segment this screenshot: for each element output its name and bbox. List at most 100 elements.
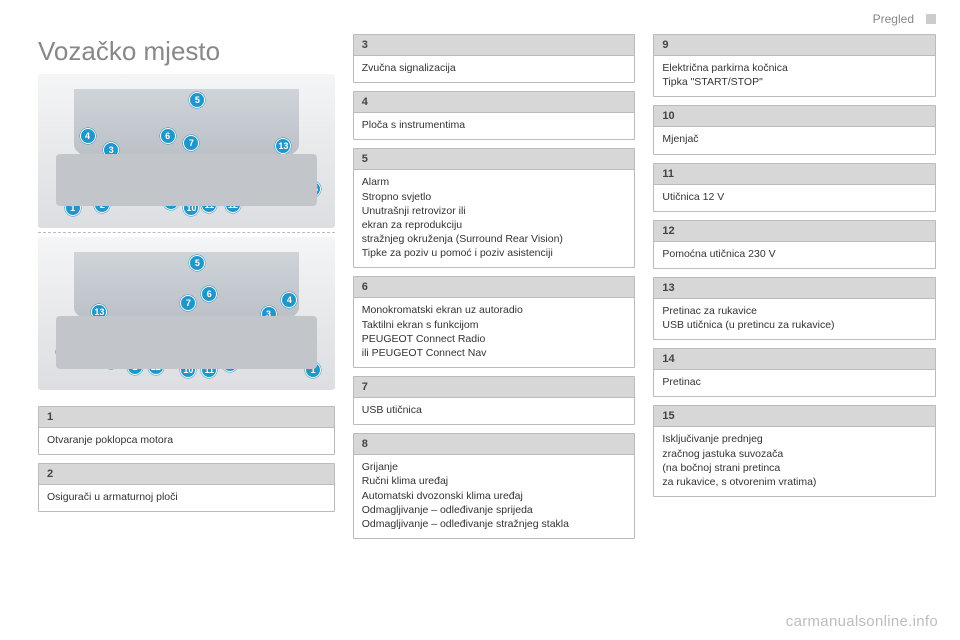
bottom-marker-12: 12	[148, 359, 164, 375]
bottom-marker-11: 11	[201, 362, 217, 378]
info-box-6: 6Monokromatski ekran uz autoradioTaktiln…	[353, 276, 636, 368]
info-line: Pretinac za rukavice	[662, 304, 927, 318]
bottom-marker-13: 13	[91, 304, 107, 320]
info-box-number: 10	[654, 106, 935, 127]
bottom-marker-5: 5	[189, 255, 205, 271]
info-box-9: 9Električna parkirna kočnicaTipka "START…	[653, 34, 936, 97]
info-line: PEUGEOT Connect Radio	[362, 332, 627, 346]
info-line: Pretinac	[662, 375, 927, 389]
info-box-12: 12 Pomoćna utičnica 230 V	[653, 220, 936, 269]
bottom-marker-8: 8	[180, 319, 196, 335]
info-box-body: Pretinac za rukaviceUSB utičnica (u pret…	[654, 299, 935, 339]
info-box-body: Isključivanje prednjegzračnog jastuka su…	[654, 427, 935, 496]
dashboard-illustrations: 546371381291011121415 567134381514212101…	[38, 74, 335, 390]
bottom-marker-3: 3	[261, 306, 277, 322]
top-marker-3: 3	[103, 142, 119, 158]
top-marker-11: 11	[201, 197, 217, 213]
info-box-body: GrijanjeRučni klima uređajAutomatski dvo…	[354, 455, 635, 538]
info-line: Unutrašnji retrovizor ili	[362, 204, 627, 218]
top-marker-5: 5	[189, 92, 205, 108]
bottom-marker-4: 4	[281, 292, 297, 308]
top-marker-1: 1	[65, 200, 81, 216]
info-box-body: Pretinac	[654, 370, 935, 396]
info-box-body: Zvučna signalizacija	[354, 56, 635, 82]
info-line: Otvaranje poklopca motora	[47, 433, 326, 447]
info-box-number: 12	[654, 221, 935, 242]
info-box-number: 6	[354, 277, 635, 298]
info-box-7: 7USB utičnica	[353, 376, 636, 425]
info-line: Mjenjač	[662, 132, 927, 146]
footer-watermark: carmanualsonline.info	[786, 613, 938, 630]
info-line: Stropno svjetlo	[362, 190, 627, 204]
info-line: Tipka "START/STOP"	[662, 75, 927, 89]
info-box-body: Pomoćna utičnica 230 V	[654, 242, 935, 268]
content-columns: 546371381291011121415 567134381514212101…	[38, 34, 936, 539]
illustration-divider	[38, 232, 335, 233]
column-left: 546371381291011121415 567134381514212101…	[38, 34, 335, 539]
column-right: 9Električna parkirna kočnicaTipka "START…	[653, 34, 936, 539]
info-line: USB utičnica (u pretincu za rukavice)	[662, 318, 927, 332]
top-marker-12: 12	[225, 197, 241, 213]
top-marker-4: 4	[80, 128, 96, 144]
info-box-15: 15Isključivanje prednjegzračnog jastuka …	[653, 405, 936, 497]
column-middle: 3Zvučna signalizacija 4Ploča s instrument…	[353, 34, 636, 539]
page-header: Pregled	[873, 12, 936, 26]
info-box-body: Utičnica 12 V	[654, 185, 935, 211]
info-line: Odmagljivanje – odleđivanje sprijeda	[362, 503, 627, 517]
info-box-body: USB utičnica	[354, 398, 635, 424]
info-line: Električna parkirna kočnica	[662, 61, 927, 75]
info-line: Isključivanje prednjeg	[662, 432, 927, 446]
bottom-marker-14: 14	[103, 353, 119, 369]
info-box-number: 14	[654, 349, 935, 370]
top-marker-14: 14	[281, 188, 297, 204]
info-box-number: 2	[39, 464, 334, 485]
info-line: Zvučna signalizacija	[362, 61, 627, 75]
dashboard-top-illustration: 546371381291011121415	[38, 74, 335, 228]
info-box-13: 13Pretinac za rukaviceUSB utičnica (u pr…	[653, 277, 936, 340]
info-box-number: 11	[654, 164, 935, 185]
info-box-10: 10 Mjenjač	[653, 105, 936, 154]
info-box-number: 8	[354, 434, 635, 455]
info-box-body: AlarmStropno svjetloUnutrašnji retrovizo…	[354, 170, 635, 267]
info-box-body: Osigurači u armaturnoj ploči	[39, 485, 334, 511]
info-line: za rukavice, s otvorenim vratima)	[662, 475, 927, 489]
bottom-marker-7: 7	[180, 295, 196, 311]
info-line: Monokromatski ekran uz autoradio	[362, 303, 627, 317]
info-box-2: 2 Osigurači u armaturnoj ploči	[38, 463, 335, 512]
info-box-body: Ploča s instrumentima	[354, 113, 635, 139]
info-line: Tipke za poziv u pomoć i poziv asistenci…	[362, 246, 627, 260]
info-line: Grijanje	[362, 460, 627, 474]
info-box-body: Mjenjač	[654, 127, 935, 153]
info-box-number: 7	[354, 377, 635, 398]
section-label: Pregled	[873, 12, 914, 26]
info-line: stražnjeg okruženja (Surround Rear Visio…	[362, 232, 627, 246]
info-line: Ručni klima uređaj	[362, 474, 627, 488]
info-line: ekran za reprodukciju	[362, 218, 627, 232]
info-box-number: 9	[654, 35, 935, 56]
bottom-marker-6: 6	[201, 286, 217, 302]
top-marker-15: 15	[305, 181, 321, 197]
top-marker-9: 9	[163, 194, 179, 210]
info-box-number: 13	[654, 278, 935, 299]
top-marker-8: 8	[130, 157, 146, 173]
info-box-3: 3Zvučna signalizacija	[353, 34, 636, 83]
info-line: Utičnica 12 V	[662, 190, 927, 204]
info-box-4: 4Ploča s instrumentima	[353, 91, 636, 140]
info-line: Alarm	[362, 175, 627, 189]
info-line: (na bočnoj strani pretinca	[662, 461, 927, 475]
bottom-marker-1: 1	[305, 362, 321, 378]
header-square-icon	[926, 14, 936, 24]
info-line: Osigurači u armaturnoj ploči	[47, 490, 326, 504]
bottom-marker-15: 15	[56, 344, 72, 360]
info-line: Taktilni ekran s funkcijom	[362, 318, 627, 332]
bottom-marker-10: 10	[180, 362, 196, 378]
info-box-number: 5	[354, 149, 635, 170]
dashboard-bottom-illustration: 567134381514212101191	[38, 237, 335, 391]
info-line: Ploča s instrumentima	[362, 118, 627, 132]
info-line: ili PEUGEOT Connect Nav	[362, 346, 627, 360]
top-marker-10: 10	[183, 200, 199, 216]
info-box-body: Električna parkirna kočnicaTipka "START/…	[654, 56, 935, 96]
top-marker-6: 6	[160, 128, 176, 144]
info-box-body: Monokromatski ekran uz autoradioTaktilni…	[354, 298, 635, 367]
info-line: Pomoćna utičnica 230 V	[662, 247, 927, 261]
